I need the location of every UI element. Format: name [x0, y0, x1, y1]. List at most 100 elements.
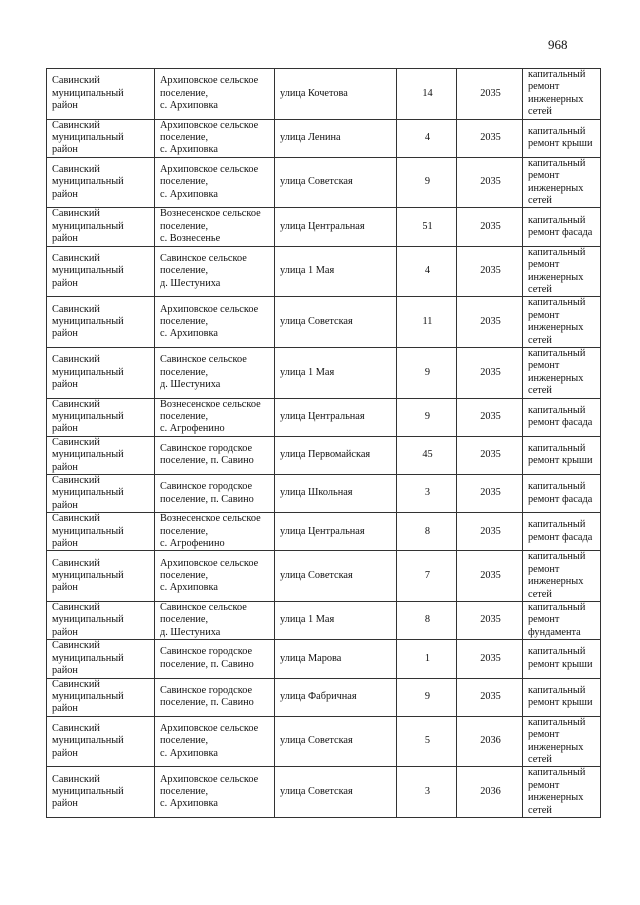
- table-row: Савинский муниципальный район Архиповское…: [46, 156, 601, 209]
- work-type-cell: капитальный ремонт фундамента: [522, 601, 601, 641]
- house-number-cell: 8: [396, 512, 457, 552]
- district-cell: Савинский муниципальный район: [46, 766, 155, 818]
- district-cell: Савинский муниципальный район: [46, 207, 155, 247]
- year-cell: 2035: [456, 296, 523, 348]
- year-cell: 2035: [456, 245, 523, 298]
- house-number-cell: 9: [396, 397, 457, 437]
- table-row: Савинский муниципальный район Савинское г…: [46, 639, 601, 679]
- district-cell: Савинский муниципальный район: [46, 296, 155, 348]
- settlement-cell: Архиповское сельское поселение, с. Архип…: [154, 550, 275, 603]
- year-cell: 2035: [456, 156, 523, 209]
- settlement-cell: Савинское городское поселение, п. Савино: [154, 473, 275, 514]
- house-number-cell: 1: [396, 639, 457, 679]
- settlement-cell: Архиповское сельское поселение, с. Архип…: [154, 296, 275, 348]
- table-row: Савинский муниципальный район Архиповское…: [46, 296, 601, 348]
- district-cell: Савинский муниципальный район: [46, 601, 155, 641]
- work-type-cell: капитальный ремонт крыши: [522, 435, 601, 476]
- table-row: Савинский муниципальный район Савинское г…: [46, 435, 601, 476]
- work-type-cell: капитальный ремонт инженерных сетей: [522, 766, 601, 818]
- district-cell: Савинский муниципальный район: [46, 245, 155, 298]
- settlement-cell: Архиповское сельское поселение, с. Архип…: [154, 715, 275, 768]
- district-cell: Савинский муниципальный район: [46, 435, 155, 476]
- house-number-cell: 51: [396, 207, 457, 247]
- house-number-cell: 45: [396, 435, 457, 476]
- house-number-cell: 4: [396, 118, 457, 158]
- table-row: Савинский муниципальный район Вознесенско…: [46, 207, 601, 247]
- house-number-cell: 9: [396, 346, 457, 399]
- district-cell: Савинский муниципальный район: [46, 512, 155, 552]
- street-cell: улица Центральная: [274, 397, 397, 437]
- year-cell: 2035: [456, 435, 523, 476]
- work-type-cell: капитальный ремонт фасада: [522, 473, 601, 514]
- street-cell: улица Школьная: [274, 473, 397, 514]
- settlement-cell: Вознесенское сельское поселение, с. Агро…: [154, 512, 275, 552]
- street-cell: улица Советская: [274, 550, 397, 603]
- street-cell: улица Кочетова: [274, 68, 397, 120]
- street-cell: улица Советская: [274, 296, 397, 348]
- table-row: Савинский муниципальный район Архиповское…: [46, 68, 601, 120]
- district-cell: Савинский муниципальный район: [46, 677, 155, 717]
- district-cell: Савинский муниципальный район: [46, 639, 155, 679]
- house-number-cell: 4: [396, 245, 457, 298]
- table-row: Савинский муниципальный район Савинское с…: [46, 601, 601, 641]
- repair-schedule-table: Савинский муниципальный район Архиповское…: [46, 68, 601, 818]
- settlement-cell: Савинское городское поселение, п. Савино: [154, 435, 275, 476]
- work-type-cell: капитальный ремонт инженерных сетей: [522, 68, 601, 120]
- year-cell: 2035: [456, 473, 523, 514]
- settlement-cell: Архиповское сельское поселение, с. Архип…: [154, 156, 275, 209]
- year-cell: 2036: [456, 766, 523, 818]
- table-row: Савинский муниципальный район Архиповское…: [46, 715, 601, 768]
- street-cell: улица Центральная: [274, 207, 397, 247]
- table-row: Савинский муниципальный район Савинское г…: [46, 473, 601, 514]
- district-cell: Савинский муниципальный район: [46, 715, 155, 768]
- settlement-cell: Савинское сельское поселение, д. Шестуни…: [154, 346, 275, 399]
- work-type-cell: капитальный ремонт инженерных сетей: [522, 550, 601, 603]
- work-type-cell: капитальный ремонт инженерных сетей: [522, 156, 601, 209]
- year-cell: 2035: [456, 677, 523, 717]
- district-cell: Савинский муниципальный район: [46, 346, 155, 399]
- year-cell: 2035: [456, 639, 523, 679]
- street-cell: улица Советская: [274, 766, 397, 818]
- district-cell: Савинский муниципальный район: [46, 397, 155, 437]
- settlement-cell: Вознесенское сельское поселение, с. Агро…: [154, 397, 275, 437]
- street-cell: улица Ленина: [274, 118, 397, 158]
- settlement-cell: Савинское городское поселение, п. Савино: [154, 677, 275, 717]
- settlement-cell: Архиповское сельское поселение, с. Архип…: [154, 766, 275, 818]
- year-cell: 2035: [456, 397, 523, 437]
- work-type-cell: капитальный ремонт крыши: [522, 118, 601, 158]
- house-number-cell: 9: [396, 677, 457, 717]
- work-type-cell: капитальный ремонт крыши: [522, 677, 601, 717]
- work-type-cell: капитальный ремонт фасада: [522, 512, 601, 552]
- work-type-cell: капитальный ремонт инженерных сетей: [522, 346, 601, 399]
- work-type-cell: капитальный ремонт фасада: [522, 207, 601, 247]
- table-row: Савинский муниципальный район Архиповское…: [46, 118, 601, 158]
- work-type-cell: капитальный ремонт фасада: [522, 397, 601, 437]
- table-row: Савинский муниципальный район Савинское г…: [46, 677, 601, 717]
- house-number-cell: 11: [396, 296, 457, 348]
- street-cell: улица Первомайская: [274, 435, 397, 476]
- street-cell: улица Марова: [274, 639, 397, 679]
- table-row: Савинский муниципальный район Савинское с…: [46, 245, 601, 298]
- house-number-cell: 7: [396, 550, 457, 603]
- work-type-cell: капитальный ремонт инженерных сетей: [522, 296, 601, 348]
- street-cell: улица Советская: [274, 156, 397, 209]
- year-cell: 2036: [456, 715, 523, 768]
- district-cell: Савинский муниципальный район: [46, 550, 155, 603]
- house-number-cell: 5: [396, 715, 457, 768]
- year-cell: 2035: [456, 207, 523, 247]
- district-cell: Савинский муниципальный район: [46, 118, 155, 158]
- year-cell: 2035: [456, 550, 523, 603]
- year-cell: 2035: [456, 346, 523, 399]
- settlement-cell: Савинское сельское поселение, д. Шестуни…: [154, 245, 275, 298]
- house-number-cell: 8: [396, 601, 457, 641]
- street-cell: улица Советская: [274, 715, 397, 768]
- street-cell: улица Фабричная: [274, 677, 397, 717]
- year-cell: 2035: [456, 512, 523, 552]
- year-cell: 2035: [456, 601, 523, 641]
- street-cell: улица 1 Мая: [274, 245, 397, 298]
- district-cell: Савинский муниципальный район: [46, 473, 155, 514]
- house-number-cell: 9: [396, 156, 457, 209]
- street-cell: улица 1 Мая: [274, 346, 397, 399]
- work-type-cell: капитальный ремонт крыши: [522, 639, 601, 679]
- settlement-cell: Вознесенское сельское поселение, с. Возн…: [154, 207, 275, 247]
